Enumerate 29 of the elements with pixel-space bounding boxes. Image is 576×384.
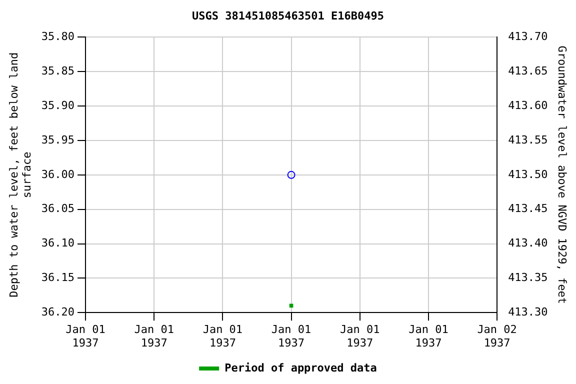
y2-tick-label: 413.40 [508,236,548,250]
y2-axis-title: Groundwater level above NGVD 1929, feet [556,46,569,304]
legend-label: Period of approved data [224,361,377,374]
x-tick-label: Jan 01 1937 [271,323,312,350]
x-tick-label: Jan 01 1937 [408,323,448,350]
y-tick-label: 35.95 [41,133,75,146]
y-tick-label: 36.15 [41,271,75,284]
y-tick-label: 36.10 [41,236,75,250]
y-tick-label: 35.85 [41,64,75,78]
y-tick-label: 35.90 [41,98,75,112]
y2-tick-label: 413.55 [508,133,548,146]
x-tick-label: Jan 01 1937 [134,323,174,350]
y-tick-label: 36.20 [41,305,75,318]
x-tick-label: Jan 02 1937 [477,323,517,350]
y2-tick-label: 413.45 [508,202,548,216]
x-tick-label: Jan 01 1937 [66,323,106,350]
chart-title: USGS 381451085463501 E16B0495 [192,9,384,22]
x-tick-label: Jan 01 1937 [202,323,243,350]
y2-tick-label: 413.50 [508,168,548,181]
x-tick-label: Jan 01 1937 [340,323,380,350]
y2-tick-label: 413.30 [508,305,548,318]
y-tick-label: 36.05 [41,202,75,216]
y2-tick-label: 413.35 [508,271,548,284]
y-tick-label: 35.80 [41,30,75,44]
y2-tick-label: 413.70 [508,30,548,44]
y2-tick-label: 413.60 [508,98,548,112]
y2-tick-label: 413.65 [508,64,548,78]
y-axis-title: Depth to water level, feet below land surface [7,52,34,298]
y-tick-label: 36.00 [41,168,75,181]
